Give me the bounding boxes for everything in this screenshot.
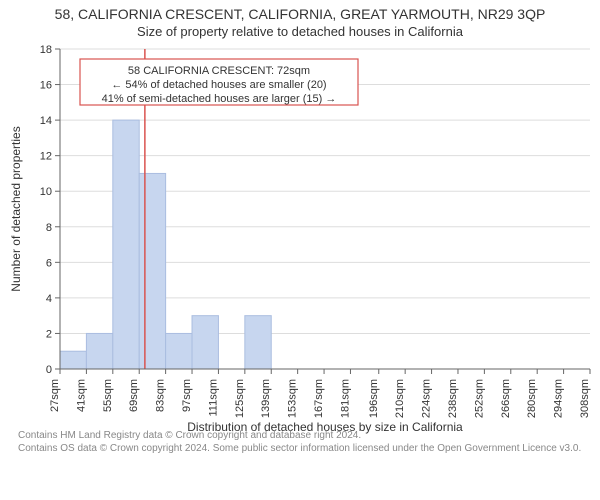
x-tick-label: 125sqm	[234, 379, 246, 418]
x-tick-label: 308sqm	[579, 379, 591, 418]
caption-line-1: Contains HM Land Registry data © Crown c…	[18, 430, 581, 443]
annotation-line: 41% of semi-detached houses are larger (…	[102, 93, 337, 105]
x-tick-label: 139sqm	[260, 379, 272, 418]
y-axis-label: Number of detached properties	[9, 126, 23, 291]
histogram-bar	[139, 173, 165, 369]
histogram-bar	[86, 333, 112, 369]
y-tick-label: 16	[40, 80, 52, 92]
annotation-line: ← 54% of detached houses are smaller (20…	[111, 79, 326, 91]
x-tick-label: 238sqm	[447, 379, 459, 418]
x-tick-label: 69sqm	[128, 379, 140, 412]
histogram-bar	[60, 351, 86, 369]
x-tick-label: 97sqm	[181, 379, 193, 412]
x-tick-label: 266sqm	[500, 379, 512, 418]
x-tick-label: 153sqm	[287, 379, 299, 418]
x-tick-label: 181sqm	[339, 379, 351, 418]
annotation-line: 58 CALIFORNIA CRESCENT: 72sqm	[128, 65, 310, 77]
x-tick-label: 111sqm	[207, 379, 219, 417]
histogram-bar	[245, 316, 271, 369]
x-tick-label: 280sqm	[526, 379, 538, 418]
y-tick-label: 14	[40, 115, 52, 127]
y-tick-label: 12	[40, 151, 52, 163]
y-tick-label: 10	[40, 186, 52, 198]
histogram-bar	[192, 316, 218, 369]
caption-line-2: Contains OS data © Crown copyright 2024.…	[18, 443, 581, 456]
x-tick-label: 252sqm	[473, 379, 485, 418]
x-tick-label: 294sqm	[553, 379, 565, 418]
y-tick-label: 8	[46, 222, 52, 234]
y-tick-label: 4	[46, 293, 52, 305]
attribution-caption: Contains HM Land Registry data © Crown c…	[18, 430, 581, 455]
y-tick-label: 2	[46, 328, 52, 340]
y-tick-label: 6	[46, 257, 52, 269]
x-tick-label: 55sqm	[102, 379, 114, 412]
x-tick-label: 41sqm	[75, 379, 87, 412]
x-tick-label: 83sqm	[155, 379, 167, 412]
histogram-chart: 0 2 4 6 8 10 12 14 16 18 27sqm 41sqm 55sqm 69sqm 83sqm…	[0, 39, 600, 459]
x-tick-label: 224sqm	[421, 379, 433, 418]
page-address-title: 58, CALIFORNIA CRESCENT, CALIFORNIA, GRE…	[0, 6, 600, 22]
histogram-bar	[166, 333, 192, 369]
y-tick-label: 18	[40, 44, 52, 56]
chart-container: 0 2 4 6 8 10 12 14 16 18 27sqm 41sqm 55sqm 69sqm 83sqm…	[0, 39, 600, 459]
histogram-bar	[113, 120, 139, 369]
x-tick-label: 196sqm	[368, 379, 380, 418]
y-tick-label: 0	[46, 364, 52, 376]
annotation-box: 58 CALIFORNIA CRESCENT: 72sqm ← 54% of de…	[80, 59, 358, 105]
x-tick-label: 210sqm	[394, 379, 406, 418]
x-tick-label: 167sqm	[313, 379, 325, 418]
page-subtitle: Size of property relative to detached ho…	[0, 24, 600, 39]
x-tick-label: 27sqm	[49, 379, 61, 412]
